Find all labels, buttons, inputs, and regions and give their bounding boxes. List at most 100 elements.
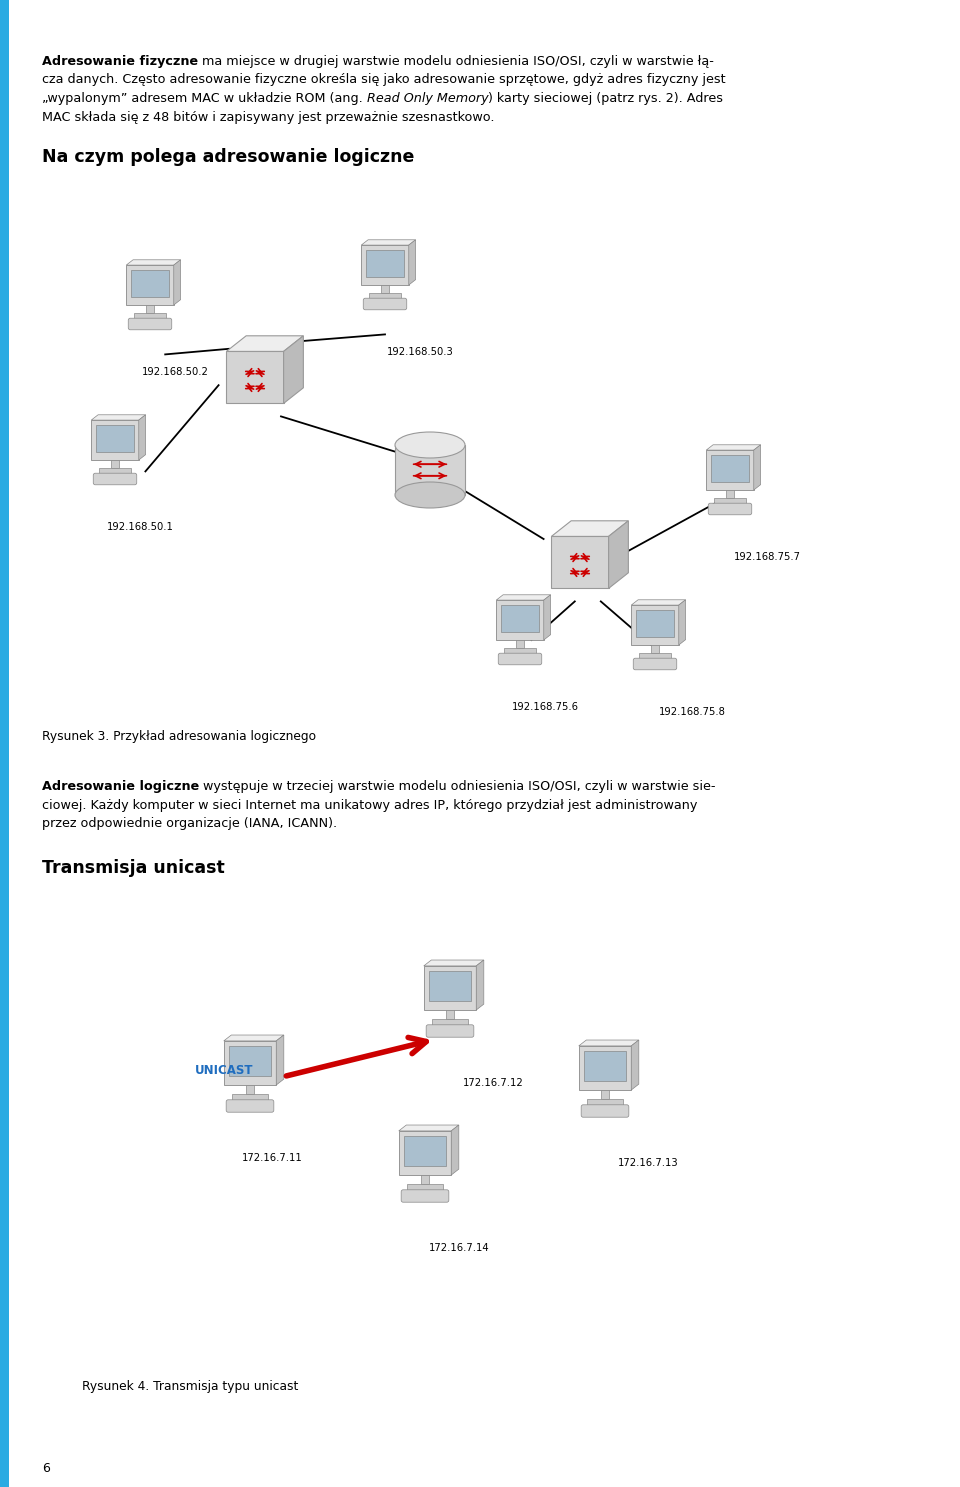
Bar bbox=[636, 610, 674, 636]
FancyBboxPatch shape bbox=[129, 318, 172, 330]
Bar bbox=[429, 971, 470, 1001]
Text: Rysunek 4. Transmisja typu unicast: Rysunek 4. Transmisja typu unicast bbox=[82, 1380, 299, 1393]
Text: „wypalonym” adresem MAC w układzie ROM (ang.: „wypalonym” adresem MAC w układzie ROM (… bbox=[42, 92, 367, 106]
Bar bbox=[404, 1136, 445, 1166]
Bar bbox=[432, 1019, 468, 1025]
Bar bbox=[0, 0, 9, 1487]
Polygon shape bbox=[224, 1035, 284, 1041]
Polygon shape bbox=[707, 445, 760, 451]
Bar bbox=[111, 459, 119, 468]
Bar bbox=[146, 305, 154, 314]
Polygon shape bbox=[476, 961, 484, 1010]
Polygon shape bbox=[91, 421, 139, 459]
Polygon shape bbox=[91, 415, 146, 421]
Polygon shape bbox=[127, 260, 180, 265]
FancyBboxPatch shape bbox=[401, 1190, 449, 1201]
Bar bbox=[96, 425, 133, 452]
Bar bbox=[501, 605, 539, 632]
Polygon shape bbox=[707, 451, 754, 491]
Polygon shape bbox=[139, 415, 146, 459]
Text: UNICAST: UNICAST bbox=[195, 1065, 253, 1077]
Bar bbox=[366, 250, 404, 277]
Polygon shape bbox=[283, 336, 303, 403]
Bar bbox=[369, 293, 401, 299]
FancyBboxPatch shape bbox=[426, 1025, 474, 1038]
Polygon shape bbox=[551, 537, 609, 589]
Text: ma miejsce w drugiej warstwie modelu odniesienia ISO/OSI, czyli w warstwie łą-: ma miejsce w drugiej warstwie modelu odn… bbox=[198, 55, 714, 68]
Bar bbox=[445, 1010, 454, 1019]
Polygon shape bbox=[496, 595, 551, 601]
Polygon shape bbox=[227, 336, 303, 351]
Polygon shape bbox=[227, 351, 283, 403]
Polygon shape bbox=[361, 239, 416, 245]
Polygon shape bbox=[551, 520, 629, 537]
Polygon shape bbox=[679, 599, 685, 645]
Polygon shape bbox=[224, 1041, 276, 1086]
FancyBboxPatch shape bbox=[363, 299, 407, 309]
FancyBboxPatch shape bbox=[227, 1100, 274, 1112]
Text: Adresowanie fizyczne: Adresowanie fizyczne bbox=[42, 55, 198, 68]
Polygon shape bbox=[496, 601, 543, 639]
Text: 192.168.50.2: 192.168.50.2 bbox=[142, 367, 209, 378]
Text: przez odpowiednie organizacje (IANA, ICANN).: przez odpowiednie organizacje (IANA, ICA… bbox=[42, 816, 337, 830]
Text: 192.168.50.1: 192.168.50.1 bbox=[107, 522, 174, 532]
Polygon shape bbox=[276, 1035, 284, 1086]
FancyBboxPatch shape bbox=[498, 653, 541, 665]
Text: występuje w trzeciej warstwie modelu odniesienia ISO/OSI, czyli w warstwie sie-: występuje w trzeciej warstwie modelu odn… bbox=[200, 781, 716, 793]
Polygon shape bbox=[423, 961, 484, 967]
Bar bbox=[134, 314, 166, 318]
Text: Adresowanie logiczne: Adresowanie logiczne bbox=[42, 781, 200, 793]
Bar bbox=[711, 455, 749, 482]
Text: ) karty sieciowej (patrz rys. 2). Adres: ) karty sieciowej (patrz rys. 2). Adres bbox=[489, 92, 724, 106]
Polygon shape bbox=[609, 520, 629, 589]
Text: Read Only Memory: Read Only Memory bbox=[367, 92, 489, 106]
Bar bbox=[99, 468, 131, 474]
FancyBboxPatch shape bbox=[634, 659, 677, 669]
Bar bbox=[651, 645, 659, 653]
Bar bbox=[246, 1086, 254, 1094]
FancyBboxPatch shape bbox=[581, 1105, 629, 1117]
Polygon shape bbox=[632, 605, 679, 645]
Bar bbox=[585, 1051, 626, 1081]
Bar bbox=[132, 271, 169, 297]
Polygon shape bbox=[174, 260, 180, 305]
Bar bbox=[232, 1094, 268, 1100]
Polygon shape bbox=[543, 595, 551, 639]
Polygon shape bbox=[398, 1126, 459, 1132]
Text: 192.168.75.8: 192.168.75.8 bbox=[659, 706, 726, 717]
Bar bbox=[714, 498, 746, 504]
Text: cza danych. Często adresowanie fizyczne określa się jako adresowanie sprzętowe, : cza danych. Często adresowanie fizyczne … bbox=[42, 73, 726, 86]
Polygon shape bbox=[632, 1039, 638, 1090]
Bar bbox=[639, 653, 671, 659]
Text: MAC składa się z 48 bitów i zapisywany jest przeważnie szesnastkowo.: MAC składa się z 48 bitów i zapisywany j… bbox=[42, 110, 494, 123]
Bar bbox=[420, 1175, 429, 1184]
Ellipse shape bbox=[395, 433, 465, 458]
Bar bbox=[407, 1184, 443, 1190]
Polygon shape bbox=[361, 245, 409, 286]
FancyBboxPatch shape bbox=[708, 503, 752, 515]
Bar bbox=[229, 1047, 271, 1077]
Text: Na czym polega adresowanie logiczne: Na czym polega adresowanie logiczne bbox=[42, 149, 415, 167]
Text: 172.16.7.11: 172.16.7.11 bbox=[242, 1152, 302, 1163]
Text: 172.16.7.14: 172.16.7.14 bbox=[429, 1243, 490, 1254]
Polygon shape bbox=[423, 967, 476, 1010]
Polygon shape bbox=[579, 1045, 632, 1090]
Text: Rysunek 3. Przykład adresowania logicznego: Rysunek 3. Przykład adresowania logiczne… bbox=[42, 730, 316, 744]
Text: 172.16.7.13: 172.16.7.13 bbox=[617, 1158, 678, 1167]
Bar bbox=[601, 1090, 610, 1099]
Text: Transmisja unicast: Transmisja unicast bbox=[42, 859, 225, 877]
Text: 192.168.50.3: 192.168.50.3 bbox=[387, 346, 454, 357]
Polygon shape bbox=[409, 239, 416, 286]
FancyBboxPatch shape bbox=[93, 473, 136, 485]
Bar bbox=[504, 648, 536, 654]
Polygon shape bbox=[754, 445, 760, 491]
Bar bbox=[726, 491, 733, 498]
Text: 192.168.75.7: 192.168.75.7 bbox=[734, 552, 801, 562]
Bar bbox=[395, 445, 465, 495]
Bar bbox=[516, 639, 524, 648]
Text: 172.16.7.12: 172.16.7.12 bbox=[463, 1078, 523, 1088]
Polygon shape bbox=[451, 1126, 459, 1175]
Bar bbox=[588, 1099, 623, 1105]
Text: 6: 6 bbox=[42, 1462, 50, 1475]
Ellipse shape bbox=[395, 482, 465, 509]
